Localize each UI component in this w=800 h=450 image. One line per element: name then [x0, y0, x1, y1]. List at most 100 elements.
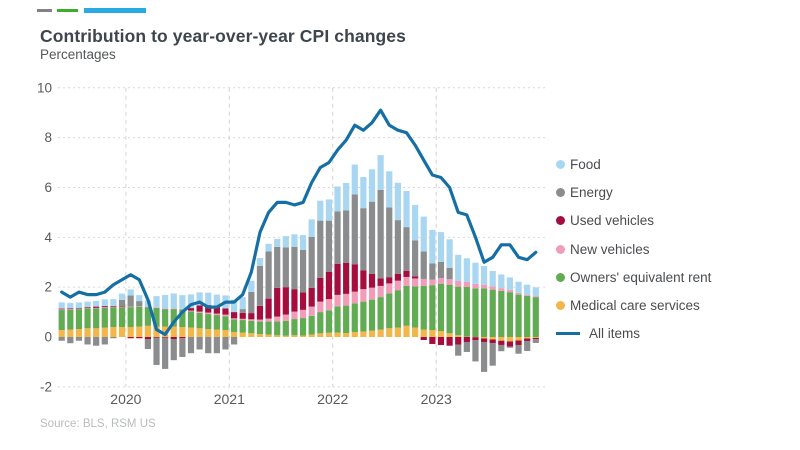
legend-item-food: Food	[556, 150, 796, 178]
legend-item-used-vehicles: Used vehicles	[556, 207, 796, 235]
bar-segment	[222, 314, 229, 317]
bar-segment	[532, 337, 539, 338]
bar-segment	[84, 307, 91, 309]
bar-segment	[325, 299, 333, 311]
y-tick-label: 2	[44, 280, 52, 295]
bar-segment	[248, 319, 255, 321]
bar-segment	[75, 302, 83, 309]
bar-segment	[325, 199, 333, 221]
bar-segment	[308, 306, 315, 316]
bar-segment	[308, 287, 315, 307]
brand-dash-blue-icon	[84, 8, 146, 13]
bar-segment	[179, 327, 186, 337]
bar-segment	[153, 337, 160, 338]
bar-segment	[446, 337, 453, 346]
bar-segment	[222, 308, 229, 315]
bar-segment	[58, 302, 65, 309]
bar-segment	[498, 274, 505, 289]
bar-segment	[58, 337, 65, 341]
legend-label: All items	[589, 326, 641, 342]
bar-segment	[110, 337, 117, 339]
bar-segment	[420, 251, 427, 279]
bar-segment	[231, 337, 238, 345]
bar-segment	[368, 287, 376, 300]
bar-segment	[472, 262, 479, 284]
bar-segment	[179, 338, 186, 357]
bar-segment	[420, 216, 427, 252]
bar-segment	[437, 331, 445, 337]
bar-segment	[325, 271, 333, 300]
bar-segment	[170, 326, 177, 337]
bar-segment	[429, 279, 436, 286]
bar-segment	[524, 294, 531, 296]
bar-segment	[265, 321, 272, 335]
bar-segment	[101, 307, 108, 328]
bar-segment	[317, 277, 324, 302]
bar-segment	[282, 320, 289, 336]
y-tick-label: 10	[37, 80, 52, 95]
bar-segment	[343, 305, 350, 334]
bar-segment	[403, 190, 410, 228]
bar-segment	[144, 337, 151, 339]
bar-segment	[308, 334, 315, 337]
legend-dot-swatch-icon	[556, 244, 565, 254]
bar-segment	[446, 239, 453, 268]
bar-segment	[403, 325, 410, 337]
bar-segment	[351, 291, 358, 304]
bar-segment	[179, 337, 186, 339]
bar-segment	[394, 273, 401, 281]
bar-segment	[205, 314, 212, 330]
bar-segment	[351, 194, 358, 265]
bar-segment	[67, 337, 74, 344]
bar-segment	[153, 296, 160, 308]
bar-segment	[84, 308, 91, 329]
bar-segment	[299, 235, 307, 251]
bar-segment	[93, 337, 100, 346]
bar-segment	[412, 327, 419, 337]
legend-item-energy: Energy	[556, 178, 796, 206]
bar-segment	[351, 164, 358, 195]
bar-segment	[162, 337, 169, 369]
bar-segment	[67, 309, 74, 310]
bar-segment	[282, 314, 289, 321]
bar-segment	[480, 338, 488, 342]
bar-segment	[480, 341, 488, 372]
bar-segment	[205, 337, 212, 354]
bar-segment	[187, 310, 195, 312]
bar-segment	[222, 316, 229, 331]
bar-segment	[446, 284, 453, 334]
bar-segment	[118, 306, 126, 307]
bar-segment	[403, 285, 410, 326]
x-axis-year-labels: 2020 2021 2022 2023	[110, 391, 452, 407]
bar-segment	[489, 339, 496, 344]
bar-segment	[58, 309, 65, 311]
bar-segment	[256, 305, 264, 320]
bar-segment	[377, 329, 384, 337]
bar-segment	[282, 287, 289, 315]
bar-segment	[170, 293, 177, 309]
bar-segment	[412, 240, 419, 277]
bar-segment	[265, 251, 272, 299]
bar-segment	[127, 295, 134, 307]
y-tick-label: 6	[44, 180, 52, 195]
bar-segment	[248, 333, 255, 337]
bar-segment	[420, 285, 427, 330]
bar-segment	[394, 290, 401, 328]
bar-segment	[437, 278, 445, 284]
bar-segment	[334, 306, 341, 333]
bar-segment	[110, 327, 117, 337]
bar-segment	[170, 308, 177, 310]
bar-segment	[205, 312, 212, 315]
bar-segment	[274, 287, 281, 317]
bar-segment	[153, 307, 160, 308]
bar-segment	[403, 227, 410, 271]
bar-segment	[205, 305, 212, 313]
bar-segment	[343, 182, 350, 211]
bar-segment	[394, 182, 401, 221]
bar-segment	[437, 337, 445, 345]
bar-segment	[360, 270, 367, 290]
bar-segment	[532, 297, 539, 337]
bar-segment	[377, 297, 384, 330]
bar-segment	[317, 200, 324, 221]
bar-segment	[394, 280, 401, 291]
